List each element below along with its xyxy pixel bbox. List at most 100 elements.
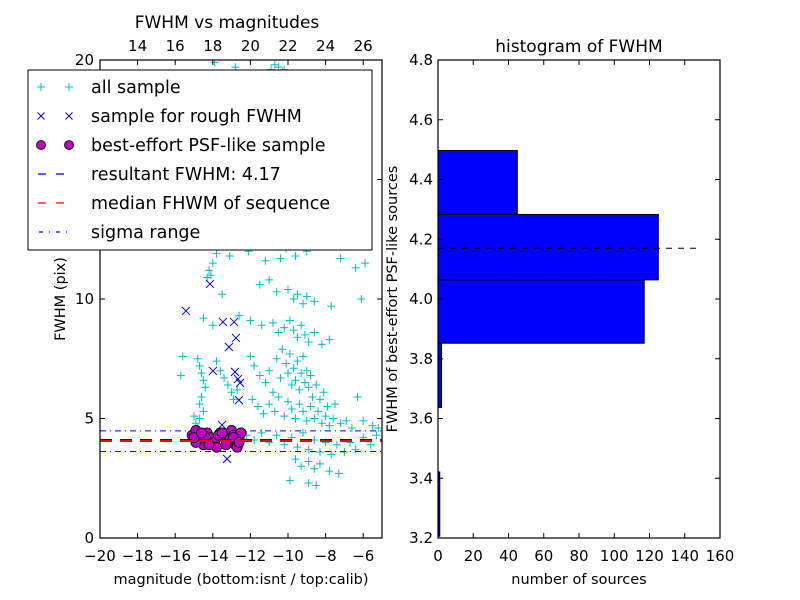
scatter-plot-area (100, 60, 382, 490)
all-sample-point (199, 314, 208, 323)
all-sample-point (274, 328, 283, 337)
all-sample-point (284, 369, 292, 378)
rough-sample-point (224, 342, 234, 352)
top-x-tick-label: 20 (241, 37, 260, 55)
all-sample-point (351, 445, 360, 454)
histogram-ticks: 0 20 40 60 80 100 120 140 160 3.2 3.4 3.6 3.8 4.0 4.2 4… (409, 51, 734, 565)
rough-sample-point (222, 454, 232, 464)
psf-sample-point (216, 427, 228, 439)
x-tick-label: 80 (569, 547, 588, 565)
scatter-ticks: −20 −18 −16 −14 −12 −10 −8 −6 14 16 18 20 22 24 26 0 5 10… (75, 37, 382, 565)
all-sample-point (287, 404, 296, 413)
all-sample-point (353, 392, 362, 401)
y-tick-label: 4.2 (409, 230, 433, 248)
all-sample-point (246, 316, 255, 325)
all-sample-point (299, 428, 308, 437)
all-sample-point (285, 316, 294, 325)
all-sample-point (235, 311, 244, 320)
all-sample-point (334, 469, 343, 478)
scatter-title: FWHM vs magnitudes (135, 13, 320, 33)
all-sample-point (205, 266, 214, 275)
all-sample-point (223, 381, 232, 390)
all-sample-point (336, 419, 345, 428)
rough-sample-point (218, 317, 228, 327)
x-tick-label: 120 (635, 547, 664, 565)
x-tick-label: −12 (235, 547, 267, 565)
all-sample-point (291, 455, 300, 464)
all-sample-point (293, 443, 302, 452)
all-sample-point (297, 321, 306, 330)
all-sample-point (195, 361, 204, 370)
y-tick-label: 4.0 (409, 290, 433, 308)
all-sample-point (190, 412, 198, 421)
x-tick-label: −18 (122, 547, 154, 565)
legend-label: all sample (91, 78, 181, 98)
all-sample-point (295, 400, 304, 409)
all-sample-point (361, 259, 370, 268)
legend-label: median FHWM of sequence (91, 194, 330, 214)
all-sample-point (289, 295, 298, 303)
legend-entry: median FHWM of sequence (38, 194, 330, 214)
y-tick-label: 5 (84, 410, 94, 428)
all-sample-point (315, 447, 324, 456)
x-tick-label: 0 (433, 547, 443, 565)
all-sample-point (285, 476, 294, 485)
rough-sample-point (208, 366, 218, 376)
all-sample-point (317, 340, 326, 349)
all-sample-point (323, 402, 332, 411)
all-sample-point (212, 249, 221, 258)
legend-entry: sigma range (39, 223, 200, 243)
x-tick-label: 20 (464, 547, 483, 565)
scatter-panel: FWHM vs magnitudes −20 −18 −16 −14 −12 −10 −8−… (27, 13, 383, 588)
all-sample-point (278, 345, 287, 354)
y-tick-label: 3.4 (409, 469, 433, 487)
all-sample-point (357, 295, 366, 303)
psf-sample-point (233, 436, 245, 448)
all-sample-point (268, 388, 277, 397)
all-sample-point (306, 402, 315, 411)
all-sample-point (295, 385, 304, 394)
all-sample-point (304, 457, 313, 466)
all-sample-point (304, 445, 313, 454)
legend-plus-marker (65, 83, 73, 91)
all-sample-point (299, 352, 308, 361)
all-sample-point (293, 290, 302, 299)
histogram-xlabel: number of sources (511, 572, 647, 588)
x-tick-label: −14 (197, 547, 229, 565)
histogram-plot-area (437, 150, 698, 537)
all-sample-point (265, 400, 274, 409)
all-sample-point (310, 414, 319, 423)
x-tick-label: 40 (499, 547, 518, 565)
histogram-title: histogram of FWHM (495, 37, 662, 57)
all-sample-point (261, 378, 270, 387)
all-sample-point (347, 424, 356, 433)
all-sample-point (336, 254, 345, 263)
all-sample-point (284, 285, 292, 294)
x-tick-label: −6 (352, 547, 374, 565)
all-sample-point (312, 481, 321, 490)
all-sample-point (310, 464, 319, 473)
all-sample-point (368, 421, 377, 430)
top-x-tick-label: 22 (278, 37, 297, 55)
all-sample-point (178, 352, 187, 361)
all-sample-point (203, 273, 212, 282)
all-sample-point (327, 302, 336, 311)
all-sample-point (372, 431, 381, 440)
all-sample-point (280, 440, 289, 449)
legend-label: best-effort PSF-like sample (91, 136, 326, 156)
all-sample-point (315, 395, 324, 404)
all-sample-point (220, 373, 229, 382)
all-sample-point (197, 392, 206, 401)
all-sample-point (261, 256, 270, 265)
all-sample-point (201, 383, 210, 392)
x-tick-label: 60 (534, 547, 553, 565)
all-sample-point (225, 251, 234, 260)
all-sample-point (312, 381, 321, 390)
all-sample-point (289, 326, 298, 335)
legend-x-marker (37, 112, 45, 120)
all-sample-point (300, 330, 309, 339)
top-x-tick-label: 14 (128, 37, 147, 55)
all-sample-point (291, 251, 300, 260)
all-sample-point (287, 381, 296, 390)
